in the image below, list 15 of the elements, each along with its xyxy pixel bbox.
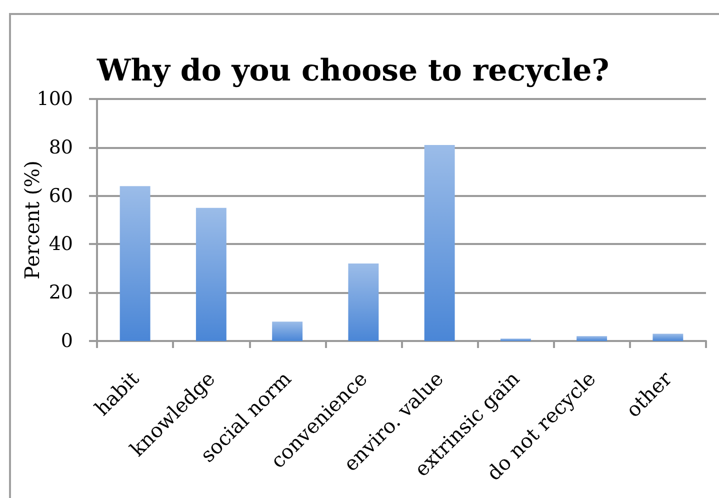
bar xyxy=(576,336,608,341)
y-tick-label: 40 xyxy=(48,233,73,256)
y-tick-label: 0 xyxy=(60,330,73,352)
y-tick-label: 60 xyxy=(48,184,73,207)
y-tick-label: 80 xyxy=(48,136,73,158)
bar xyxy=(652,334,684,341)
bar xyxy=(348,264,379,341)
bar xyxy=(424,144,455,341)
bar xyxy=(272,322,303,341)
y-tick-label: 20 xyxy=(48,282,73,304)
y-axis-title: Percent (%) xyxy=(20,160,44,280)
y-tick-label: 100 xyxy=(36,88,73,110)
chart-title: Why do you choose to recycle? xyxy=(96,54,610,88)
bar xyxy=(120,186,150,341)
bar xyxy=(196,208,226,341)
